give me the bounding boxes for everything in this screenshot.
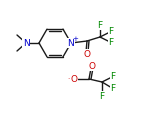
Text: F: F	[110, 84, 116, 93]
Text: +: +	[73, 36, 78, 42]
Text: F: F	[108, 38, 114, 47]
Text: N: N	[68, 39, 74, 48]
Text: O: O	[88, 62, 95, 71]
Text: N: N	[23, 39, 29, 48]
Text: O: O	[84, 50, 91, 59]
Text: ⁻: ⁻	[67, 75, 71, 84]
Text: F: F	[110, 72, 116, 81]
Text: F: F	[99, 92, 104, 101]
Text: F: F	[97, 21, 103, 30]
Text: F: F	[108, 27, 114, 36]
Text: O: O	[71, 75, 78, 84]
